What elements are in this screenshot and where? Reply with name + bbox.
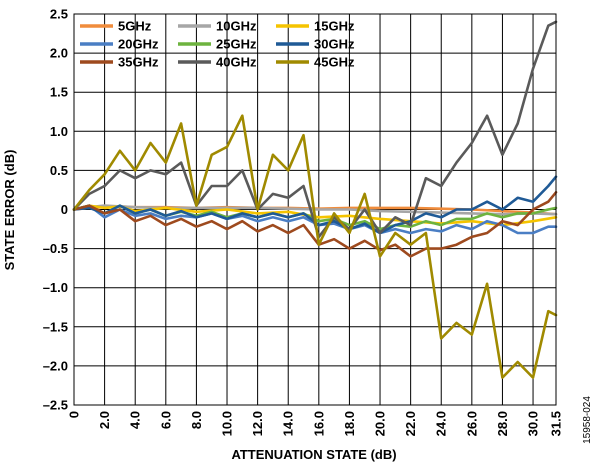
y-tick-label: 1.5 bbox=[50, 85, 68, 100]
legend-label: 45GHz bbox=[314, 55, 355, 70]
x-tick-label: 31.5 bbox=[549, 411, 564, 436]
x-tick-label: 8.0 bbox=[189, 411, 204, 429]
x-tick-label: 6.0 bbox=[158, 411, 173, 429]
x-tick-label: 0 bbox=[67, 411, 82, 418]
x-tick-label: 20.0 bbox=[373, 411, 388, 436]
y-tick-labels: 2.5 2.0 1.5 1.0 0.5 0 –0.5 –1.0 –1.5 –2.0 –2.5 bbox=[43, 7, 68, 413]
plot-frame bbox=[73, 13, 557, 406]
y-tick-label: 1.0 bbox=[50, 124, 68, 139]
legend-label: 35GHz bbox=[118, 55, 159, 70]
y-tick-label: 2.0 bbox=[50, 46, 68, 61]
y-axis-title: STATE ERROR (dB) bbox=[2, 150, 17, 271]
series-line-45ghz bbox=[72, 114, 558, 379]
y-tick-label: 0.5 bbox=[50, 163, 68, 178]
y-tick-label: –2.0 bbox=[43, 358, 68, 373]
figure-id: 15958-024 bbox=[582, 396, 593, 444]
x-tick-label: 18.0 bbox=[342, 411, 357, 436]
x-tick-label: 28.0 bbox=[495, 411, 510, 436]
x-tick-label: 24.0 bbox=[434, 411, 449, 436]
y-tick-label: –1.0 bbox=[43, 280, 68, 295]
x-tick-label: 14.0 bbox=[281, 411, 296, 436]
x-tick-label: 12.0 bbox=[250, 411, 265, 436]
x-tick-labels: 0 2.0 4.0 6.0 8.0 10.0 12.0 14.0 16.0 18.0 20.0 22.… bbox=[67, 411, 564, 436]
y-tick-label: –1.5 bbox=[43, 319, 68, 334]
legend-label: 15GHz bbox=[314, 19, 355, 34]
legend: 5GHz 10GHz 15GHz 20GHz 25GHz 30GHz 35GHz 40GHz 4… bbox=[80, 19, 355, 70]
x-tick-label: 2.0 bbox=[97, 411, 112, 429]
y-tick-label: –2.5 bbox=[43, 398, 68, 413]
y-tick-label: 0 bbox=[61, 202, 68, 217]
series-lines bbox=[72, 20, 558, 379]
x-axis-title: ATTENUATION STATE (dB) bbox=[231, 447, 396, 462]
series-line-30ghz bbox=[72, 175, 558, 235]
legend-label: 25GHz bbox=[216, 37, 257, 52]
legend-label: 40GHz bbox=[216, 55, 257, 70]
x-tick-label: 4.0 bbox=[128, 411, 143, 429]
x-tick-label: 16.0 bbox=[311, 411, 326, 436]
x-tick-label: 30.0 bbox=[526, 411, 541, 436]
y-tick-label: –0.5 bbox=[43, 241, 68, 256]
legend-label: 10GHz bbox=[216, 19, 257, 34]
x-tick-label: 26.0 bbox=[464, 411, 479, 436]
legend-label: 5GHz bbox=[118, 19, 152, 34]
y-tick-label: 2.5 bbox=[50, 7, 68, 22]
legend-label: 20GHz bbox=[118, 37, 159, 52]
x-tick-label: 10.0 bbox=[220, 411, 235, 436]
x-tick-label: 22.0 bbox=[403, 411, 418, 436]
legend-label: 30GHz bbox=[314, 37, 355, 52]
